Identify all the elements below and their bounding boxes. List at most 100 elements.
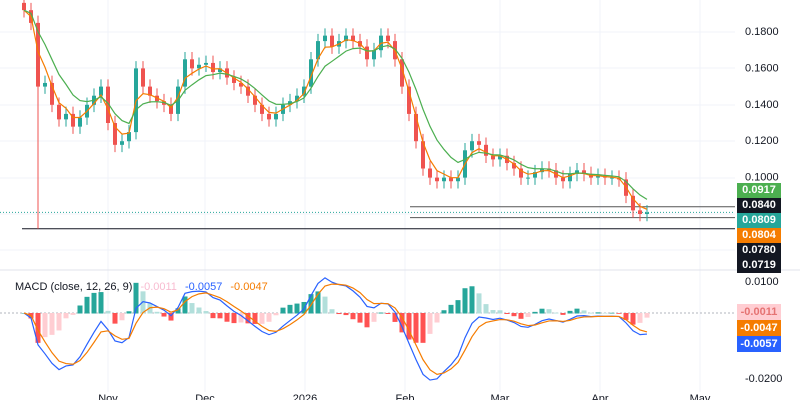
macd-histogram-bar <box>525 313 531 317</box>
candle-body <box>400 59 404 87</box>
candle-body <box>414 113 418 142</box>
candle-body <box>491 155 495 160</box>
macd-histogram-bar <box>105 310 111 314</box>
candle-body <box>351 35 355 42</box>
price-label: 0.0840 <box>737 198 781 213</box>
macd-histogram-bar <box>623 313 629 320</box>
macd-histogram-bar <box>154 311 160 314</box>
macd-histogram-bar <box>350 313 356 320</box>
candle-body <box>533 172 537 178</box>
macd-histogram-bar <box>70 313 76 315</box>
candle-body <box>442 177 446 182</box>
candle-body <box>120 141 124 145</box>
macd-histogram-bar <box>588 312 594 314</box>
price-label: 0.0719 <box>737 258 781 273</box>
macd-histogram-bar <box>189 303 195 314</box>
candle-body <box>484 144 488 156</box>
macd-histogram-bar <box>406 313 412 340</box>
macd-histogram-bar <box>511 313 517 317</box>
macd-histogram-bar <box>427 313 433 334</box>
macd-histogram-bar <box>497 310 503 314</box>
macd-histogram-bar <box>217 313 223 319</box>
macd-histogram-bar <box>539 308 545 314</box>
macd-histogram-bar <box>476 293 482 314</box>
macd-histogram-bar <box>630 313 636 325</box>
macd-histogram-bar <box>441 310 447 314</box>
price-label: 0.0780 <box>737 243 781 258</box>
candle-body <box>309 59 313 87</box>
macd-histogram-bar <box>595 312 601 314</box>
macd-histogram-bar <box>469 286 475 314</box>
candle-body <box>50 82 54 105</box>
candle-body <box>645 212 649 214</box>
macd-histogram-bar <box>63 313 69 319</box>
time-tick-label: Feb <box>396 393 415 400</box>
macd-hist-value: -0.0011 <box>140 281 177 293</box>
candle-body <box>197 64 201 69</box>
macd-histogram-bar <box>56 313 62 331</box>
macd-signal-line <box>23 283 648 375</box>
time-tick-label: Apr <box>591 393 608 400</box>
candle-body <box>610 177 614 179</box>
macd-legend: MACD (close, 12, 26, 9) -0.0011 -0.0057 … <box>15 281 273 293</box>
macd-histogram-bar <box>448 304 454 314</box>
macd-histogram-bar <box>378 312 384 314</box>
ema-slow-line <box>23 9 648 200</box>
macd-histogram-bar <box>175 308 181 314</box>
ema-fast-line <box>23 9 648 210</box>
macd-histogram-bar <box>196 307 202 314</box>
macd-histogram-bar <box>329 309 335 314</box>
candle-body <box>64 113 68 120</box>
macd-histogram-bar <box>609 312 615 314</box>
macd-histogram-bar <box>112 313 118 324</box>
macd-histogram-bar <box>518 313 524 319</box>
candle-body <box>71 113 75 127</box>
candle-body <box>323 35 327 42</box>
candle-body <box>568 173 572 182</box>
macd-histogram-bar <box>91 292 97 314</box>
candle-body <box>148 86 152 96</box>
macd-histogram-bar <box>273 313 279 316</box>
macd-histogram-bar <box>224 313 230 322</box>
macd-histogram-bar <box>343 313 349 316</box>
macd-histogram-bar <box>245 313 251 324</box>
candle-body <box>330 35 334 47</box>
macd-histogram-bar <box>322 296 328 314</box>
macd-histogram-bar <box>357 313 363 323</box>
time-tick-label: Nov <box>98 393 118 400</box>
macd-histogram-bar <box>546 309 552 314</box>
candle-body <box>302 86 306 96</box>
macd-histogram-bar <box>602 312 608 314</box>
macd-histogram-bar <box>364 313 370 328</box>
macd-histogram-bar <box>434 313 440 323</box>
macd-histogram-bar <box>455 300 461 314</box>
macd-histogram-bar <box>203 311 209 314</box>
price-label: 0.0809 <box>737 213 781 228</box>
price-tick-label: 0.1400 <box>745 99 779 111</box>
macd-value-label: -0.0057 <box>737 336 781 352</box>
macd-histogram-bar <box>567 310 573 314</box>
candle-body <box>218 68 222 73</box>
macd-histogram-bar <box>231 313 237 324</box>
macd-histogram-bar <box>287 304 293 314</box>
macd-histogram-bar <box>399 313 405 333</box>
candle-body <box>106 86 110 123</box>
candle-body <box>204 62 208 65</box>
macd-histogram-bar <box>553 312 559 314</box>
candle-body <box>169 104 173 114</box>
macd-histogram-bar <box>252 313 258 324</box>
candle-body <box>246 86 250 96</box>
macd-value-label: -0.0047 <box>737 320 781 336</box>
candle-body <box>428 168 432 178</box>
candle-body <box>260 104 264 114</box>
candle-body <box>99 86 103 96</box>
candle-body <box>512 163 516 169</box>
macd-histogram-bar <box>581 310 587 314</box>
candle-body <box>407 86 411 114</box>
candle-body <box>386 35 390 42</box>
macd-histogram-bar <box>259 313 265 324</box>
macd-histogram-bar <box>238 313 244 323</box>
macd-histogram-bar <box>637 313 643 323</box>
